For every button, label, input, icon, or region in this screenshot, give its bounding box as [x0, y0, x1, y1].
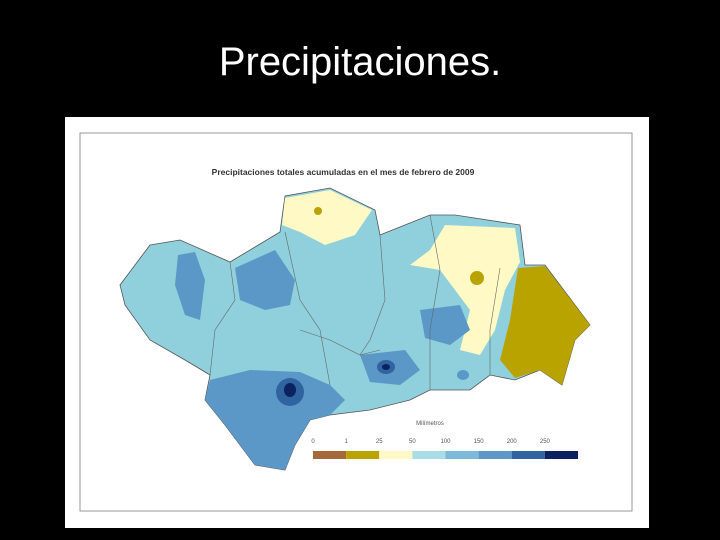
legend-swatch: [379, 451, 413, 459]
legend-swatch: [445, 451, 479, 459]
slide-title: Precipitaciones.: [218, 40, 502, 84]
very-dry-area: [500, 266, 590, 385]
province-border: [429, 214, 441, 390]
legend-swatch: [511, 451, 545, 459]
wettest-spot: [382, 364, 390, 370]
wet-area: [175, 252, 205, 320]
legend-swatch: [478, 451, 512, 459]
map-title: Precipitaciones totales acumuladas en el…: [212, 167, 475, 177]
wet-area: [457, 370, 469, 380]
province-border: [489, 267, 501, 375]
province-border: [359, 234, 386, 356]
wettest-spot: [284, 383, 296, 397]
legend-swatch: [544, 451, 578, 459]
map-image: Precipitaciones totales acumuladas en el…: [65, 117, 649, 528]
province-border: [284, 231, 331, 386]
legend-tick-label: 250: [540, 439, 551, 445]
legend-swatch: [346, 451, 380, 459]
legend-tick-label: 100: [440, 439, 451, 445]
legend-swatch: [412, 451, 446, 459]
dry-spot: [470, 271, 484, 285]
legend-tick-label: 25: [376, 439, 383, 445]
wet-area: [235, 250, 295, 310]
province-border: [209, 261, 236, 376]
legend-title: Milímetros: [416, 421, 444, 427]
legend-tick-label: 150: [474, 439, 485, 445]
legend-tick-label: 200: [507, 439, 518, 445]
legend-tick-label: 50: [409, 439, 416, 445]
wet-area: [205, 370, 345, 470]
legend-tick-label: 1: [344, 439, 348, 445]
map-frame: [79, 132, 633, 512]
legend-tick-label: 0: [311, 439, 315, 445]
legend: 0 1 25 50 100 150 200 250: [311, 439, 578, 459]
dry-spot: [314, 207, 322, 215]
legend-swatch: [313, 451, 347, 459]
region: [119, 187, 591, 471]
province-border: [299, 329, 381, 356]
dry-area: [282, 190, 372, 245]
